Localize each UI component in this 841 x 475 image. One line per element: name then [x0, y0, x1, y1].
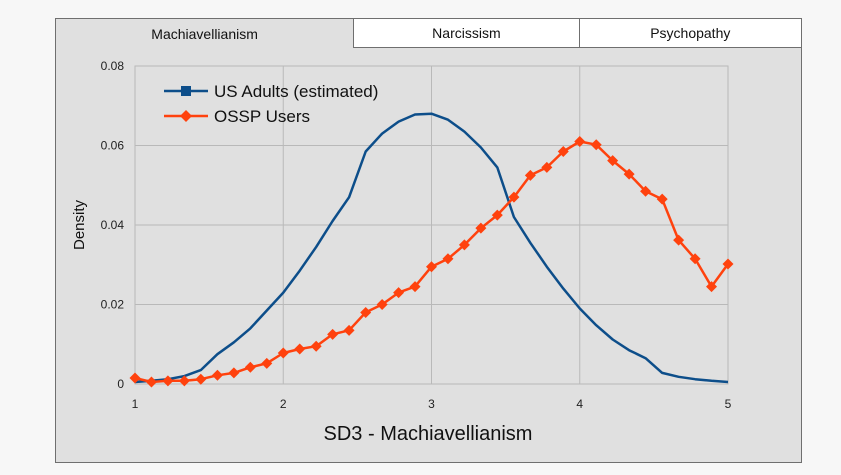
- data-point-ossp-users: [228, 367, 240, 379]
- y-tick-label: 0.02: [101, 298, 125, 312]
- data-point-ossp-users: [673, 234, 685, 246]
- y-tick-label: 0.04: [101, 218, 125, 232]
- data-point-ossp-users: [458, 239, 470, 251]
- data-point-ossp-users: [277, 347, 289, 359]
- legend-marker-ossp-users: [180, 110, 192, 122]
- y-axis-label: Density: [71, 199, 88, 250]
- data-point-ossp-users: [393, 287, 405, 299]
- legend-label-us-adults: US Adults (estimated): [214, 82, 378, 101]
- x-tick-label: 2: [280, 397, 287, 411]
- x-tick-labels: 1 2 3 4 5: [132, 397, 732, 411]
- data-point-ossp-users: [524, 169, 536, 181]
- data-point-ossp-users: [475, 222, 487, 234]
- legend: US Adults (estimated) OSSP Users: [164, 82, 378, 126]
- data-point-ossp-users: [607, 155, 619, 167]
- series-line-us-adults-estimated: [134, 112, 729, 384]
- data-point-ossp-users: [491, 209, 503, 221]
- series-layer: [129, 112, 734, 388]
- data-point-ossp-users: [541, 161, 553, 173]
- data-point-ossp-users: [294, 343, 306, 355]
- x-axis-label: SD3 - Machiavellianism: [324, 423, 533, 445]
- data-point-ossp-users: [360, 306, 372, 318]
- y-tick-labels: 0 0.02 0.04 0.06 0.08: [101, 59, 125, 391]
- data-point-ossp-users: [409, 281, 421, 293]
- tab-machiavellianism[interactable]: Machiavellianism: [56, 19, 354, 48]
- data-point-ossp-users: [623, 168, 635, 180]
- data-point-ossp-users: [442, 253, 454, 265]
- data-point-ossp-users: [162, 375, 174, 387]
- data-point-ossp-users: [656, 193, 668, 205]
- data-point-ossp-users: [557, 145, 569, 157]
- tab-narcissism[interactable]: Narcissism: [353, 19, 579, 48]
- tab-bar: Machiavellianism Narcissism Psychopathy: [56, 19, 801, 48]
- data-point-ossp-users: [310, 340, 322, 352]
- data-point-ossp-users: [327, 328, 339, 340]
- data-point-ossp-users: [508, 191, 520, 203]
- x-tick-label: 4: [576, 397, 583, 411]
- data-point-ossp-users: [261, 357, 273, 369]
- data-point-ossp-users: [211, 369, 223, 381]
- data-point-ossp-users: [129, 372, 141, 384]
- x-tick-label: 5: [725, 397, 732, 411]
- y-tick-label: 0: [117, 377, 124, 391]
- y-tick-label: 0.08: [101, 59, 125, 73]
- data-point-ossp-users: [145, 376, 157, 388]
- data-point-ossp-users: [178, 375, 190, 387]
- data-point-ossp-users: [376, 299, 388, 310]
- density-chart: 0 0.02 0.04 0.06 0.08 1 2 3 4 5 US Adults (estim…: [71, 59, 734, 445]
- data-point-ossp-users: [590, 139, 602, 151]
- plot-frame: [134, 65, 729, 385]
- data-point-ossp-users: [722, 258, 734, 270]
- y-tick-label: 0.06: [101, 139, 125, 153]
- legend-label-ossp-users: OSSP Users: [214, 107, 310, 126]
- data-point-ossp-users: [195, 373, 207, 385]
- legend-marker-us-adults: [181, 86, 191, 96]
- data-point-ossp-users: [574, 136, 586, 148]
- chart-panel: Machiavellianism Narcissism Psychopathy …: [55, 18, 802, 463]
- x-tick-label: 1: [132, 397, 139, 411]
- tab-psychopathy[interactable]: Psychopathy: [578, 19, 801, 48]
- data-point-ossp-users: [426, 261, 437, 273]
- data-point-ossp-users: [706, 281, 718, 293]
- data-point-ossp-users: [343, 324, 355, 336]
- data-point-ossp-users: [689, 253, 701, 265]
- data-point-ossp-users: [244, 361, 256, 373]
- x-tick-label: 3: [428, 397, 435, 411]
- data-point-ossp-users: [640, 185, 652, 197]
